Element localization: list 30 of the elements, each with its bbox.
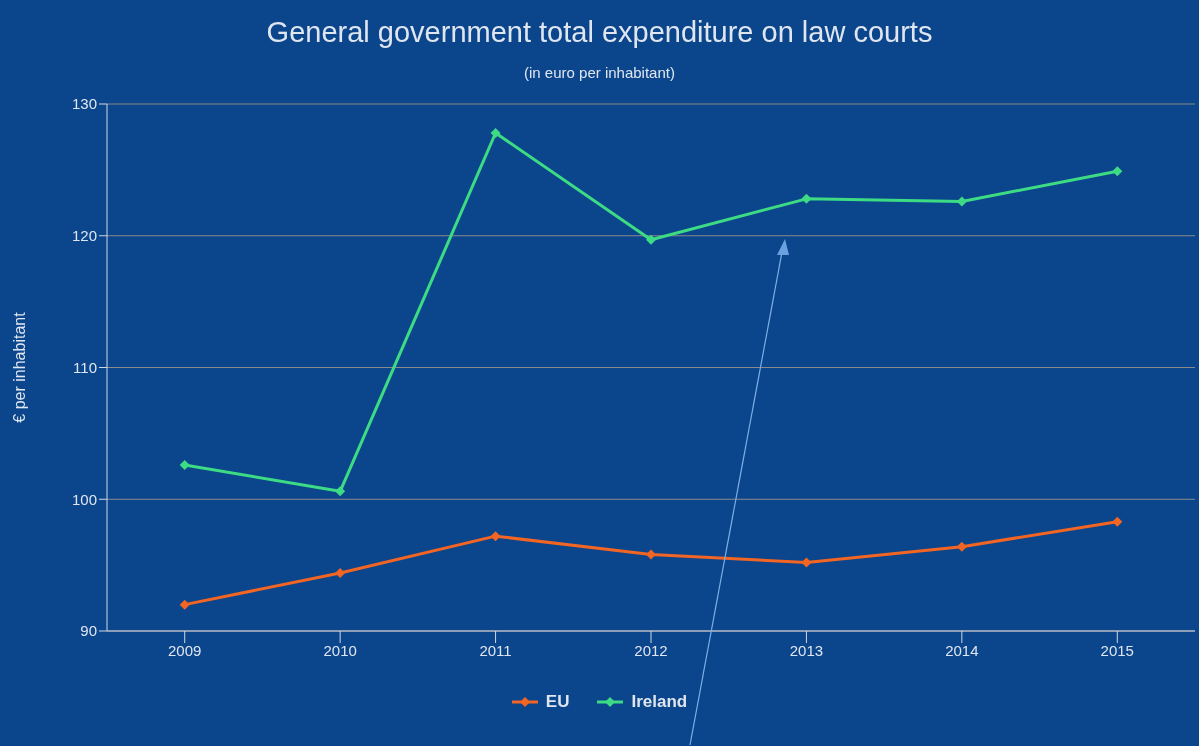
x-tick-label: 2010 (323, 641, 357, 659)
chart-title: General government total expenditure on law courts (265, 16, 934, 49)
point (646, 234, 656, 245)
point (335, 486, 346, 497)
point (179, 599, 190, 610)
y-axis-title: € per inhabitant (10, 311, 28, 423)
x-tick-label: 2011 (479, 641, 512, 659)
point (646, 549, 656, 560)
point (801, 557, 812, 568)
y-tick-label: 120 (71, 227, 97, 245)
point (956, 541, 967, 552)
point (801, 193, 812, 204)
point (490, 531, 501, 542)
legend-label: Ireland (631, 692, 688, 712)
point (335, 568, 346, 579)
point (1112, 516, 1123, 527)
y-tick-label: 100 (71, 490, 97, 508)
x-tick-label: 2013 (789, 641, 824, 659)
x-tick-label: 2015 (1100, 641, 1134, 659)
y-tick-label: 130 (71, 95, 97, 113)
legend-label: EU (545, 692, 570, 712)
point (490, 127, 501, 138)
x-tick-label: 2014 (945, 641, 979, 659)
point (1112, 166, 1123, 177)
y-tick-label: 110 (73, 358, 97, 376)
point (179, 460, 190, 470)
y-tick-label: 90 (80, 622, 97, 640)
x-tick-label: 2012 (634, 641, 668, 659)
x-tick-label: 2009 (168, 641, 202, 659)
chart-subtitle: (in euro per inhabitant) (523, 64, 676, 81)
